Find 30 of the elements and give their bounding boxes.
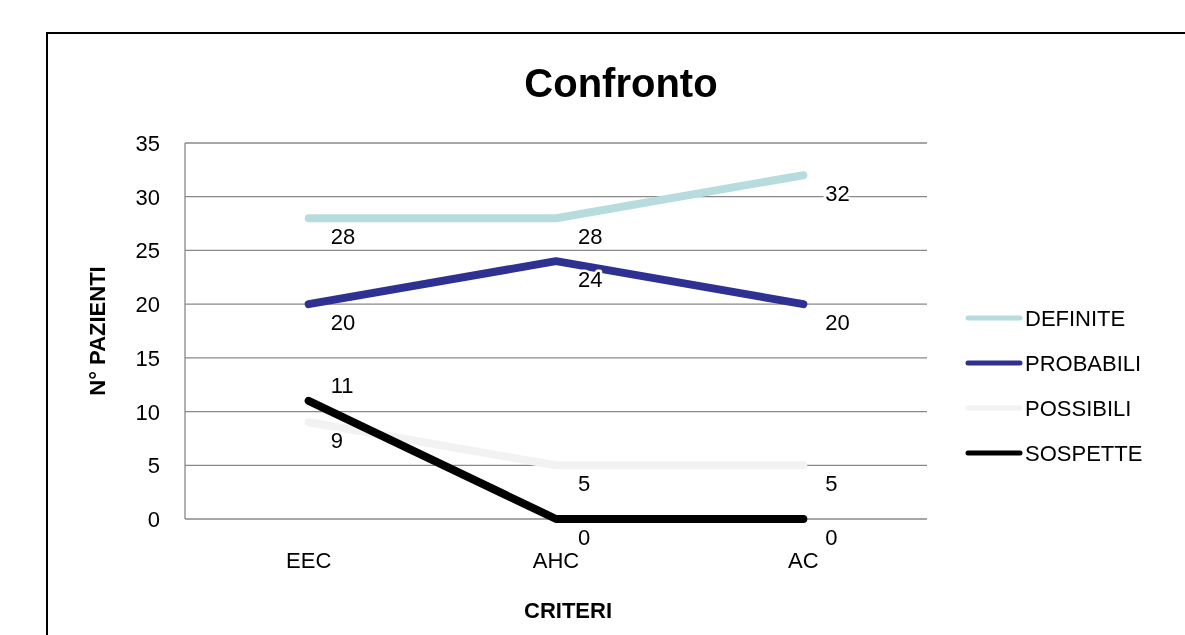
y-tick-label: 35 (135, 131, 160, 156)
data-label: 32 (825, 181, 850, 207)
legend-label: POSSIBILI (1025, 396, 1132, 421)
data-label: 0 (578, 525, 591, 550)
legend-label: DEFINITE (1025, 306, 1126, 331)
x-tick-label: AHC (532, 548, 580, 573)
x-tick-label: EEC (286, 548, 332, 573)
data-label: 28 (330, 224, 356, 250)
y-tick-label: 0 (147, 507, 160, 532)
legend-label: PROBABILI (1025, 351, 1142, 376)
x-tick-label: AC (788, 548, 819, 573)
data-label: 0 (825, 525, 838, 550)
y-tick-label: 25 (135, 238, 160, 264)
y-tick-label: 5 (147, 453, 160, 479)
y-tick-label: 10 (135, 399, 160, 425)
y-tick-label: 20 (135, 292, 160, 318)
y-axis-title: N° PAZIENTI (85, 266, 110, 396)
y-tick-label: 15 (135, 345, 160, 371)
data-label: 24 (578, 267, 603, 293)
data-label: 28 (578, 224, 603, 250)
chart-title: Confronto (524, 61, 718, 105)
data-label: 20 (330, 310, 356, 336)
data-label: 5 (578, 471, 591, 497)
data-label: 9 (330, 428, 343, 454)
y-tick-label: 30 (135, 184, 160, 210)
x-axis-title: CRITERI (524, 598, 612, 623)
legend-label: SOSPETTE (1025, 441, 1143, 466)
data-label: 5 (825, 471, 838, 497)
data-label: 11 (330, 372, 354, 398)
data-label: 20 (825, 310, 850, 336)
